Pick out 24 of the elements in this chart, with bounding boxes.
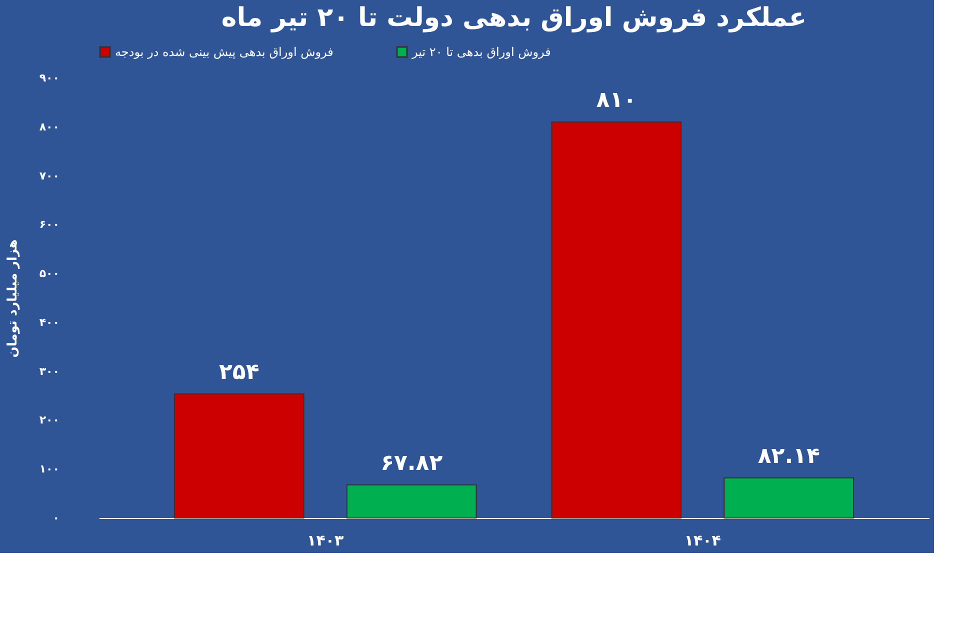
y-tick-label: ۴۰۰ xyxy=(39,316,60,329)
legend-label: فروش اوراق بدهی تا ۲۰ تیر xyxy=(411,45,551,59)
y-tick-label: ۶۰۰ xyxy=(39,218,60,232)
data-label: ۸۲.۱۴ xyxy=(758,444,820,469)
data-label: ۲۵۴ xyxy=(218,360,260,385)
y-tick-label: ۱۰۰ xyxy=(39,462,60,476)
bar xyxy=(724,477,854,518)
y-tick-label: ۸۰۰ xyxy=(39,120,60,134)
legend-label: فروش اوراق بدهی پیش بینی شده در بودجه xyxy=(115,45,334,59)
y-tick-label: ۷۰۰ xyxy=(39,169,60,182)
y-tick-label: ۳۰۰ xyxy=(39,364,60,378)
y-tick-label: ۲۰۰ xyxy=(39,414,60,427)
bar xyxy=(174,393,304,518)
chart-title: عملکرد فروش اوراق بدهی دولت تا ۲۰ تیر ماه xyxy=(221,3,807,33)
data-label: ۸۱۰ xyxy=(596,88,637,113)
x-tick-label: ۱۴۰۳ xyxy=(307,532,344,550)
bar xyxy=(346,484,477,518)
x-tick-label: ۱۴۰۴ xyxy=(684,532,721,550)
data-label: ۶۷.۸۲ xyxy=(380,450,444,476)
bar xyxy=(551,122,682,518)
y-tick-label: ۹۰۰ xyxy=(39,72,60,84)
y-tick-label: ۰ xyxy=(52,512,60,524)
y-axis-title: هزار میلیارد تومان xyxy=(5,239,20,358)
y-tick-label: ۵۰۰ xyxy=(39,267,60,280)
